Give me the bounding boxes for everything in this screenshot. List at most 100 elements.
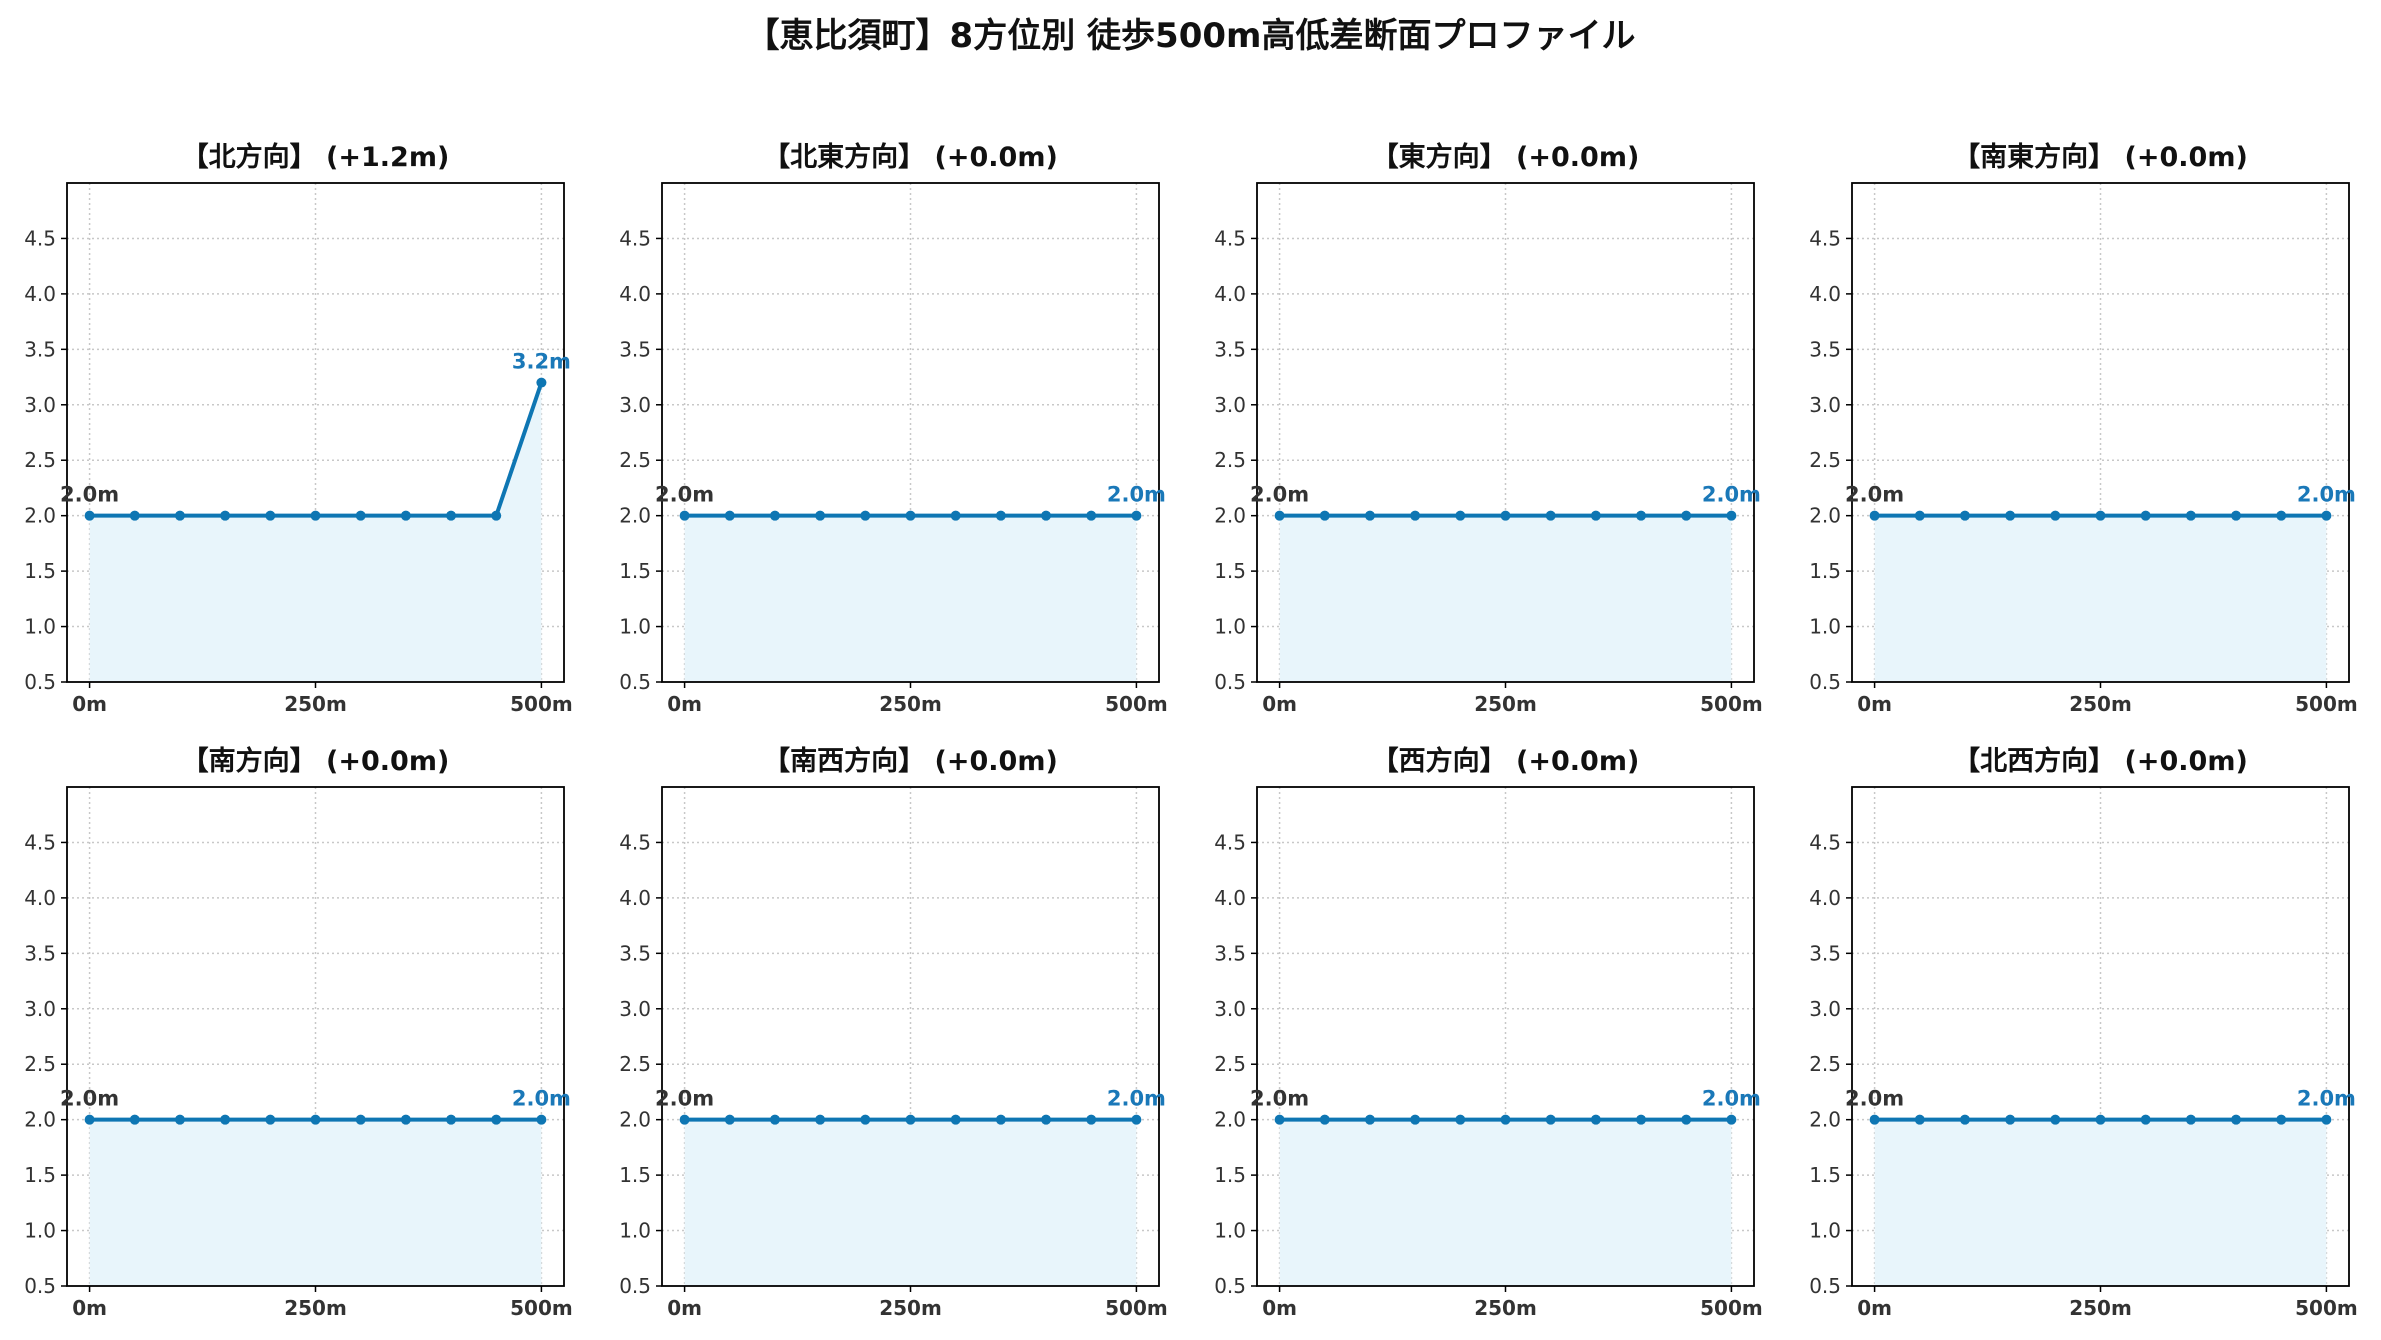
elevation-point	[1274, 510, 1285, 521]
y-tick-label: 3.0	[1214, 393, 1246, 417]
y-tick-label: 3.5	[619, 337, 651, 361]
elevation-point	[1869, 510, 1880, 521]
elevation-point	[860, 510, 871, 521]
elevation-point	[1959, 510, 1970, 521]
y-tick-label: 2.0	[1214, 1108, 1246, 1132]
y-tick-label: 3.0	[1809, 997, 1841, 1021]
elevation-point	[1681, 510, 1692, 521]
x-tick-label: 500m	[2295, 692, 2358, 716]
elevation-point	[174, 510, 185, 521]
elevation-point	[446, 1114, 457, 1125]
end-value-label: 2.0m	[1107, 483, 1166, 507]
y-tick-label: 4.5	[1214, 830, 1246, 854]
y-tick-label: 1.5	[24, 1163, 56, 1187]
elevation-point	[1545, 1114, 1556, 1125]
y-tick-label: 1.5	[1809, 1163, 1841, 1187]
y-tick-label: 3.0	[1809, 393, 1841, 417]
subplot-7: 【西方向】 (+0.0m) 0.5 1.0 1.5 2.0 2.5 3.0 3.5 4.0 4.5…	[1214, 745, 1763, 1320]
elevation-point	[724, 510, 735, 521]
elevation-point	[1041, 1114, 1052, 1125]
x-tick-label: 500m	[1700, 692, 1763, 716]
y-tick-label: 2.5	[24, 448, 56, 472]
elevation-area	[89, 382, 542, 682]
y-tick-label: 4.5	[24, 830, 56, 854]
elevation-point	[2276, 510, 2287, 521]
start-value-label: 2.0m	[1250, 483, 1309, 507]
elevation-point	[1500, 510, 1511, 521]
elevation-area	[1279, 1119, 1732, 1286]
elevation-area	[1874, 1119, 2327, 1286]
subplot-title: 【東方向】 (+0.0m)	[1372, 141, 1640, 173]
x-tick-label: 500m	[2295, 1296, 2358, 1320]
y-tick-label: 2.5	[1809, 448, 1841, 472]
elevation-point	[1636, 510, 1647, 521]
elevation-point	[1364, 510, 1375, 521]
elevation-point	[2140, 510, 2151, 521]
y-tick-label: 2.5	[1809, 1052, 1841, 1076]
elevation-point	[1274, 1114, 1285, 1125]
y-tick-label: 3.5	[1214, 337, 1246, 361]
subplot-title: 【南方向】 (+0.0m)	[182, 745, 450, 777]
elevation-point	[860, 1114, 871, 1125]
y-tick-label: 2.0	[1214, 504, 1246, 528]
x-tick-label: 0m	[1857, 692, 1892, 716]
x-tick-label: 250m	[879, 692, 942, 716]
start-value-label: 2.0m	[655, 1087, 714, 1111]
elevation-area	[684, 515, 1137, 682]
elevation-point	[491, 1114, 502, 1125]
elevation-point	[1545, 510, 1556, 521]
elevation-point	[129, 1114, 140, 1125]
elevation-point	[1500, 1114, 1511, 1125]
x-tick-label: 250m	[284, 1296, 347, 1320]
elevation-point	[995, 510, 1006, 521]
y-tick-label: 1.0	[619, 615, 651, 639]
y-tick-label: 4.0	[1214, 282, 1246, 306]
elevation-point	[1319, 1114, 1330, 1125]
y-tick-label: 3.0	[619, 393, 651, 417]
start-value-label: 2.0m	[60, 483, 119, 507]
elevation-area	[1874, 515, 2327, 682]
y-tick-label: 3.5	[24, 941, 56, 965]
x-tick-label: 0m	[667, 1296, 702, 1320]
x-tick-label: 500m	[1105, 1296, 1168, 1320]
elevation-point	[995, 1114, 1006, 1125]
y-tick-label: 1.5	[1214, 559, 1246, 583]
elevation-area	[89, 1119, 542, 1286]
subplot-2: 【北東方向】 (+0.0m) 0.5 1.0 1.5 2.0 2.5 3.0 3.5 4.0 4.…	[619, 141, 1168, 716]
y-tick-label: 3.0	[24, 393, 56, 417]
elevation-point	[220, 510, 231, 521]
elevation-point	[1319, 510, 1330, 521]
elevation-point	[1590, 1114, 1601, 1125]
x-tick-label: 500m	[1105, 692, 1168, 716]
y-tick-label: 2.0	[1809, 504, 1841, 528]
elevation-point	[1914, 1114, 1925, 1125]
y-tick-label: 0.5	[24, 670, 56, 694]
y-tick-label: 4.0	[619, 886, 651, 910]
elevation-point	[400, 1114, 411, 1125]
elevation-point	[355, 510, 366, 521]
subplot-4: 【南東方向】 (+0.0m) 0.5 1.0 1.5 2.0 2.5 3.0 3.5 4.0 4.…	[1809, 141, 2358, 716]
y-tick-label: 1.5	[619, 1163, 651, 1187]
y-tick-label: 1.0	[24, 1219, 56, 1243]
y-tick-label: 0.5	[1214, 670, 1246, 694]
y-tick-label: 1.0	[24, 615, 56, 639]
y-tick-label: 2.5	[24, 1052, 56, 1076]
elevation-point	[174, 1114, 185, 1125]
subplot-title: 【北方向】 (+1.2m)	[182, 141, 450, 173]
elevation-point	[950, 510, 961, 521]
elevation-point	[1636, 1114, 1647, 1125]
elevation-point	[2005, 1114, 2016, 1125]
elevation-point	[905, 510, 916, 521]
elevation-point	[815, 1114, 826, 1125]
y-tick-label: 0.5	[24, 1274, 56, 1298]
end-value-label: 2.0m	[2297, 1087, 2356, 1111]
x-tick-label: 250m	[2069, 1296, 2132, 1320]
y-tick-label: 2.5	[619, 1052, 651, 1076]
y-tick-label: 1.5	[1214, 1163, 1246, 1187]
elevation-area	[1279, 515, 1732, 682]
y-tick-label: 4.0	[1809, 886, 1841, 910]
y-tick-label: 2.5	[1214, 448, 1246, 472]
y-tick-label: 2.5	[1214, 1052, 1246, 1076]
elevation-point	[1914, 510, 1925, 521]
